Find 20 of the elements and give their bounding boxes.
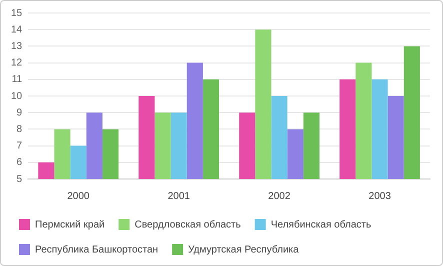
y-tick-label: 12 [11, 58, 23, 69]
x-tick-label: 2003 [368, 190, 392, 202]
y-tick-label: 5 [16, 174, 23, 185]
y-tick-label: 8 [16, 124, 23, 135]
legend-label: Пермский край [35, 219, 105, 230]
y-tick-label: 9 [16, 107, 23, 118]
y-tick-label: 11 [12, 74, 23, 86]
y-tick-label: 7 [16, 140, 23, 152]
y-tick-label: 6 [16, 157, 23, 168]
y-tick-label: 14 [11, 24, 23, 36]
y-tick-label: 13 [11, 40, 23, 52]
x-tick-label: 2001 [168, 190, 190, 202]
legend-label: Свердловская область [134, 219, 241, 230]
legend-label: Республика Башкортостан [35, 244, 158, 256]
x-tick-label: 2000 [67, 190, 90, 202]
x-tick-label: 2002 [268, 190, 291, 202]
y-tick-label: 10 [11, 90, 23, 102]
legend-label: Удмуртская Республика [188, 244, 300, 256]
legend-label: Челябинская область [270, 219, 372, 230]
y-tick-label: 15 [11, 8, 23, 19]
